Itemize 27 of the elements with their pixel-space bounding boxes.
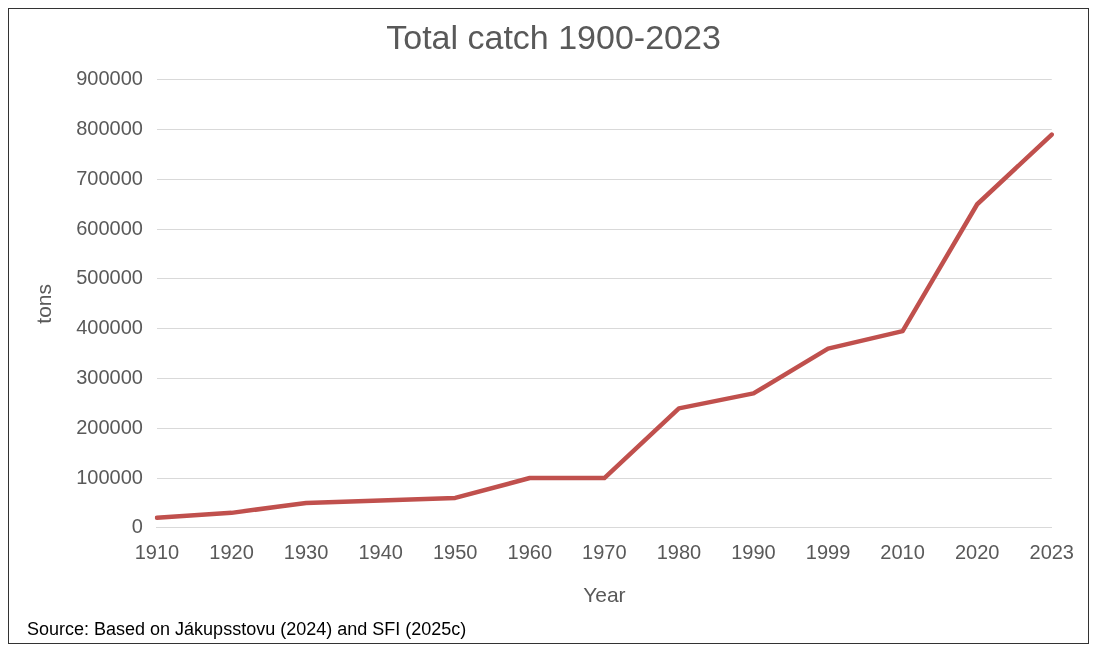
y-tick-label: 900000 xyxy=(76,67,143,90)
y-tick-label: 0 xyxy=(131,515,143,538)
x-tick-label: 1980 xyxy=(656,541,702,564)
y-tick-label: 100000 xyxy=(76,465,143,488)
y-tick-label: 800000 xyxy=(76,117,143,140)
x-tick-label: 1990 xyxy=(731,541,776,564)
chart-title: Total catch 1900-2023 xyxy=(386,17,721,56)
x-tick-label: 1930 xyxy=(283,541,329,564)
x-tick-label: 1920 xyxy=(209,541,254,564)
y-tick-label: 700000 xyxy=(76,166,143,189)
y-tick-label: 500000 xyxy=(76,266,143,289)
x-tick-label: 1940 xyxy=(358,541,403,564)
x-tick-label: 1960 xyxy=(507,541,553,564)
x-tick-label: 1999 xyxy=(805,541,851,564)
x-axis-title: Year xyxy=(583,583,626,607)
y-axis-title: tons xyxy=(32,283,56,324)
y-tick-label: 300000 xyxy=(76,365,143,388)
x-tick-label: 1910 xyxy=(134,541,180,564)
x-tick-label: 2010 xyxy=(880,541,925,564)
x-tick-label: 2023 xyxy=(1029,541,1074,564)
x-tick-label: 1970 xyxy=(582,541,627,564)
x-tick-label: 1950 xyxy=(432,541,478,564)
source-note: Source: Based on Jákupsstovu (2024) and SFI (2025c) xyxy=(27,618,467,639)
y-tick-label: 600000 xyxy=(76,216,143,239)
y-tick-label: 400000 xyxy=(76,316,143,339)
x-tick-label: 2020 xyxy=(954,541,1000,564)
y-tick-label: 200000 xyxy=(76,415,143,438)
